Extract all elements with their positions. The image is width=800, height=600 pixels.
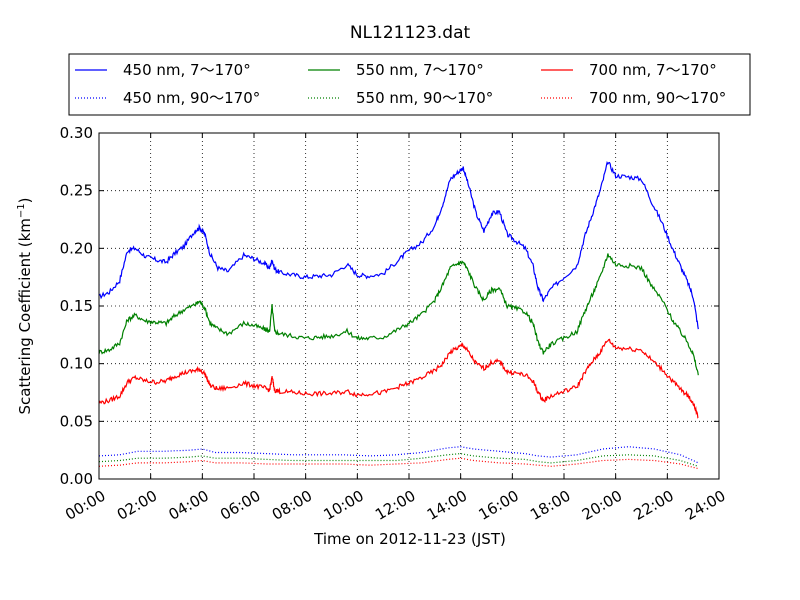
y-tick-label: 0.30	[60, 124, 93, 142]
legend-frame	[68, 53, 751, 116]
y-tick-label: 0.20	[60, 239, 93, 257]
y-axis-label-main: Scattering Coefficient (km	[16, 218, 34, 414]
y-tick-label: 0.00	[60, 470, 93, 488]
legend-label-4: 450 nm, 90～170°	[123, 89, 260, 107]
x-axis-label: Time on 2012-11-23 (JST)	[313, 530, 506, 548]
legend-label-3: 700 nm, 7～170°	[589, 61, 717, 79]
series-line-1	[98, 161, 699, 330]
legend: 450 nm, 7～170° 550 nm, 7～170° 700 nm, 7～17…	[68, 53, 751, 116]
series-line-5	[98, 452, 699, 467]
y-tick-label: 0.10	[60, 355, 93, 373]
series-line-3	[98, 338, 699, 419]
grid	[99, 133, 719, 479]
series-line-6	[98, 457, 699, 470]
y-tick-label: 0.05	[60, 412, 93, 430]
y-axis-label-end: )	[16, 197, 34, 203]
legend-label-1: 450 nm, 7～170°	[123, 61, 251, 79]
legend-label-6: 700 nm, 90～170°	[589, 89, 726, 107]
chart-title: NL121123.dat	[350, 23, 471, 43]
series-layer	[98, 161, 699, 470]
series-line-2	[98, 253, 699, 376]
legend-label-5: 550 nm, 90～170°	[356, 89, 493, 107]
y-axis-label-unit-exponent: −1	[16, 203, 27, 218]
legend-label-2: 550 nm, 7～170°	[356, 61, 484, 79]
y-tick-label: 0.25	[60, 182, 93, 200]
y-axis-label: Scattering Coefficient (km−1)	[16, 197, 34, 414]
y-tick-label: 0.15	[60, 297, 93, 315]
